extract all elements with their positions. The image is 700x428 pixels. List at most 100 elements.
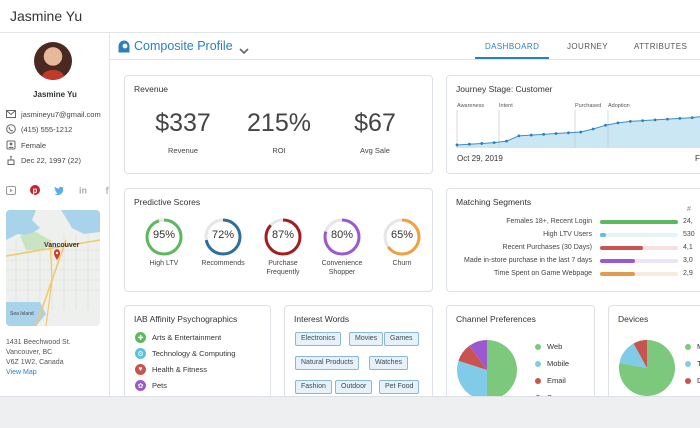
- avg-sale-metric: $67 Avg Sale: [335, 109, 415, 155]
- journey-point[interactable]: [616, 121, 620, 125]
- interest-chip[interactable]: Fashion: [295, 380, 332, 394]
- phone-icon: [6, 124, 16, 134]
- profile-icon: [118, 40, 130, 58]
- journey-point[interactable]: [517, 134, 521, 138]
- journey-point[interactable]: [542, 132, 546, 136]
- iab-title: IAB Affinity Psychographics: [134, 314, 238, 324]
- stage-adoption: Adoption: [608, 103, 630, 109]
- interest-chip[interactable]: Movies: [349, 332, 384, 346]
- iab-item: ⚙ Technology & Computing: [135, 348, 235, 359]
- category-icon: ✚: [135, 332, 146, 343]
- segment-row[interactable]: High LTV Users 530: [447, 231, 697, 241]
- journey-card: Journey Stage: Customer Awareness Intent…: [446, 75, 700, 174]
- segment-label: Recent Purchases (30 Days): [502, 244, 592, 251]
- profile-sidebar: Jasmine Yu jasmineyu7@gmail.com (415) 55…: [0, 33, 110, 396]
- birthday-text: Dec 22, 1997 (22): [21, 155, 82, 165]
- segment-bar: [600, 259, 636, 263]
- interest-chip[interactable]: Electronics: [295, 332, 342, 346]
- legend-item: De: [685, 376, 700, 385]
- journey-point[interactable]: [653, 118, 657, 122]
- journey-point[interactable]: [467, 142, 471, 146]
- pie-slice[interactable]: [619, 343, 647, 368]
- interest-chip[interactable]: Natural Products: [295, 356, 360, 370]
- chevron-down-icon[interactable]: [239, 42, 249, 60]
- score-label: Churn: [392, 260, 412, 267]
- devices-pie-chart: [619, 340, 675, 396]
- interest-chip[interactable]: Watches: [369, 356, 408, 370]
- svg-text:in: in: [79, 186, 87, 196]
- pie-slice[interactable]: [487, 340, 517, 396]
- twitter-icon[interactable]: [54, 185, 64, 195]
- legend-item: Sms: [535, 393, 562, 396]
- tab-dashboard[interactable]: DASHBOARD: [485, 42, 540, 51]
- interest-chip[interactable]: Pet Food: [379, 380, 420, 394]
- score-ring: [145, 218, 183, 256]
- journey-point[interactable]: [455, 143, 459, 147]
- journey-point[interactable]: [628, 120, 632, 123]
- tab-attributes[interactable]: ATTRIBUTES: [634, 42, 688, 51]
- tab-journey[interactable]: JOURNEY: [567, 42, 609, 51]
- journey-point[interactable]: [604, 123, 607, 127]
- journey-point[interactable]: [567, 131, 570, 135]
- phone-row[interactable]: (415) 555-1212: [6, 124, 72, 134]
- journey-line: [456, 116, 700, 146]
- journey-point[interactable]: [579, 130, 583, 134]
- revenue-label: Revenue: [167, 146, 199, 155]
- interest-title: Interest Words: [294, 314, 350, 324]
- score-value: 65%: [390, 229, 414, 241]
- view-map-link[interactable]: View Map: [6, 369, 37, 376]
- journey-point[interactable]: [492, 141, 496, 145]
- iab-item-label: Pets: [152, 381, 168, 390]
- segment-row[interactable]: Time Spent on Game Webpage 2,9: [447, 270, 697, 280]
- journey-point[interactable]: [591, 127, 595, 131]
- roi-value: 215%: [247, 109, 311, 137]
- channel-title: Channel Preferences: [456, 314, 536, 324]
- segment-row[interactable]: Females 18+, Recent Login 24,: [447, 218, 697, 228]
- journey-point[interactable]: [529, 133, 533, 137]
- segment-row[interactable]: Made in-store purchase in the last 7 day…: [447, 257, 697, 267]
- score-label: High LTV: [149, 260, 179, 267]
- facebook-icon[interactable]: f: [102, 185, 112, 195]
- linkedin-icon[interactable]: in: [78, 185, 88, 196]
- legend-swatch: [535, 394, 541, 396]
- journey-point[interactable]: [678, 116, 682, 120]
- pie-slice[interactable]: [633, 340, 647, 368]
- pie-slice[interactable]: [458, 345, 487, 370]
- interest-chip[interactable]: Games: [384, 332, 419, 346]
- youtube-icon[interactable]: [6, 185, 16, 195]
- pie-slice[interactable]: [469, 340, 487, 370]
- score-label: Purchase Frequently: [266, 260, 300, 276]
- segment-row[interactable]: Recent Purchases (30 Days) 4,1: [447, 244, 697, 254]
- segments-title: Matching Segments: [456, 197, 532, 207]
- phone-text: (415) 555-1212: [21, 124, 73, 134]
- journey-point[interactable]: [641, 119, 645, 123]
- segment-bar: [600, 220, 678, 224]
- journey-point[interactable]: [690, 116, 694, 119]
- legend-label: Sms: [547, 393, 562, 396]
- email-row[interactable]: jasmineyu7@gmail.com: [6, 109, 101, 119]
- segment-bar: [600, 246, 643, 250]
- score-label: Convenience Shopper: [321, 260, 363, 276]
- composite-profile-title[interactable]: Composite Profile: [134, 39, 233, 53]
- revenue-card: Revenue $337 Revenue 215% ROI $67 Avg Sa…: [124, 75, 433, 174]
- legend-label: De: [697, 376, 700, 385]
- score-0: 95% High LTV: [139, 217, 189, 269]
- active-tab-indicator: [475, 57, 549, 59]
- legend-label: Tab: [697, 359, 700, 368]
- iab-item-label: Health & Fitness: [152, 365, 208, 374]
- journey-point[interactable]: [666, 117, 669, 121]
- pinterest-icon[interactable]: p: [30, 185, 40, 195]
- iab-item: ✿ Pets: [135, 380, 167, 391]
- legend-swatch: [685, 343, 691, 350]
- location-map[interactable]: Vancouver Sea Island: [6, 210, 100, 326]
- score-value: 72%: [211, 229, 235, 241]
- bottom-bar: [0, 396, 700, 428]
- address-line-2: Vancouver, BC: [6, 349, 53, 356]
- journey-point[interactable]: [554, 132, 558, 135]
- journey-point[interactable]: [505, 139, 508, 143]
- interest-chip[interactable]: Outdoor: [335, 380, 373, 394]
- score-value: 95%: [152, 229, 176, 241]
- pie-slice[interactable]: [457, 360, 487, 396]
- legend-label: Mo: [697, 342, 700, 351]
- journey-point[interactable]: [480, 142, 484, 145]
